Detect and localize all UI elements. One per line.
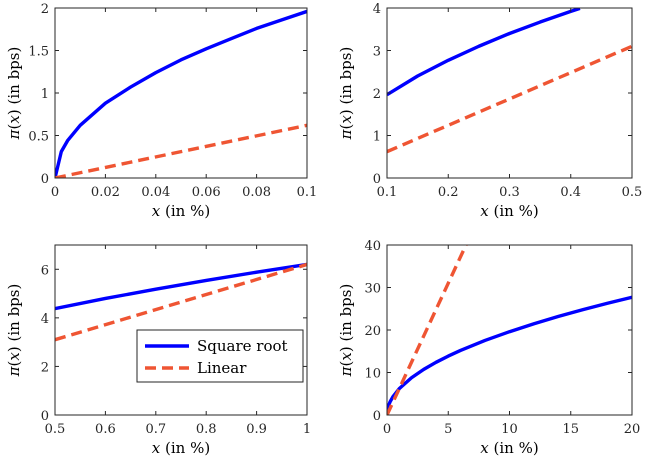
y-tick-label: 0 (41, 172, 49, 187)
y-tick-label: 10 (364, 367, 381, 382)
y-axis-label: π(x) (in bps) (337, 284, 355, 378)
series-line-linear (55, 262, 307, 342)
y-tick-label: 1 (41, 87, 49, 102)
y-axis-label: π(x) (in bps) (337, 47, 355, 141)
y-tick-label: 40 (364, 239, 381, 254)
legend-box (136, 329, 304, 383)
x-axis-label: x (in %) (152, 439, 210, 457)
x-tick-label: 0.5 (45, 422, 66, 437)
legend: Square root Linear (136, 329, 304, 383)
y-axis-label: π(x) (in bps) (5, 47, 23, 141)
legend-label: Linear (197, 359, 247, 377)
subplot-3: 0.5 0.6 0.7 0.8 0.9 1 0 2 4 6 x (in %) π(x) (in bps… (5, 244, 311, 457)
y-tick-label: 20 (364, 324, 381, 339)
y-axis-label: π(x) (in bps) (5, 284, 23, 378)
series-line-linear (387, 245, 468, 415)
x-axis-label: x (in %) (480, 202, 538, 220)
y-tick-label: 3 (373, 45, 381, 60)
x-tick-label: 0.04 (141, 185, 170, 200)
x-axis-label: x (in %) (152, 202, 210, 220)
y-tick-label: 1.5 (28, 45, 49, 60)
y-tick-label: 6 (41, 263, 49, 278)
subplot-1: 0 0.02 0.04 0.06 0.08 0.1 0 0.5 1 1.5 2 x (in %) π(x… (5, 2, 317, 220)
y-tick-label: 0.5 (28, 130, 49, 145)
x-tick-label: 0 (383, 422, 391, 437)
x-tick-label: 0.08 (242, 185, 271, 200)
x-tick-label: 0.9 (246, 422, 267, 437)
series-line-linear (387, 44, 632, 154)
subplot-4: 0 5 10 15 20 0 10 20 30 40 x (in %) π(x) (in bps) (337, 239, 640, 457)
y-tick-label: 2 (41, 360, 49, 375)
series-line-square-root (387, 8, 581, 97)
y-tick-label: 1 (373, 130, 381, 145)
x-tick-label: 0.4 (560, 185, 581, 200)
x-tick-label: 0.06 (192, 185, 221, 200)
y-tick-label: 0 (373, 409, 381, 424)
x-tick-label: 5 (444, 422, 452, 437)
x-tick-label: 0.5 (622, 185, 643, 200)
y-tick-label: 2 (373, 87, 381, 102)
x-tick-label: 0.8 (196, 422, 217, 437)
x-tick-label: 0.1 (297, 185, 318, 200)
y-tick-label: 30 (364, 282, 381, 297)
x-axis-label: x (in %) (480, 439, 538, 457)
x-tick-label: 0.3 (499, 185, 520, 200)
x-tick-label: 15 (562, 422, 579, 437)
series-line-square-root (55, 262, 307, 311)
y-tick-label: 0 (373, 172, 381, 187)
x-tick-label: 0.6 (95, 422, 116, 437)
subplot-2: 0.1 0.2 0.3 0.4 0.5 0 1 2 3 4 x (in %) π(x) (in bps… (337, 2, 642, 220)
x-tick-label: 20 (624, 422, 641, 437)
x-tick-label: 1 (303, 422, 311, 437)
legend-label: Square root (197, 337, 288, 355)
x-tick-label: 0.2 (438, 185, 459, 200)
y-tick-label: 2 (41, 2, 49, 17)
series-line-square-root (55, 9, 307, 178)
x-tick-label: 10 (501, 422, 518, 437)
axes-box (54, 244, 308, 416)
series-line-square-root (387, 295, 632, 415)
y-tick-label: 0 (41, 409, 49, 424)
x-tick-label: 0.7 (145, 422, 166, 437)
x-tick-label: 0.02 (91, 185, 120, 200)
y-tick-label: 4 (373, 2, 381, 17)
y-tick-label: 4 (41, 312, 49, 327)
x-tick-label: 0 (51, 185, 59, 200)
series-line-linear (55, 123, 307, 178)
x-tick-label: 0.1 (377, 185, 398, 200)
